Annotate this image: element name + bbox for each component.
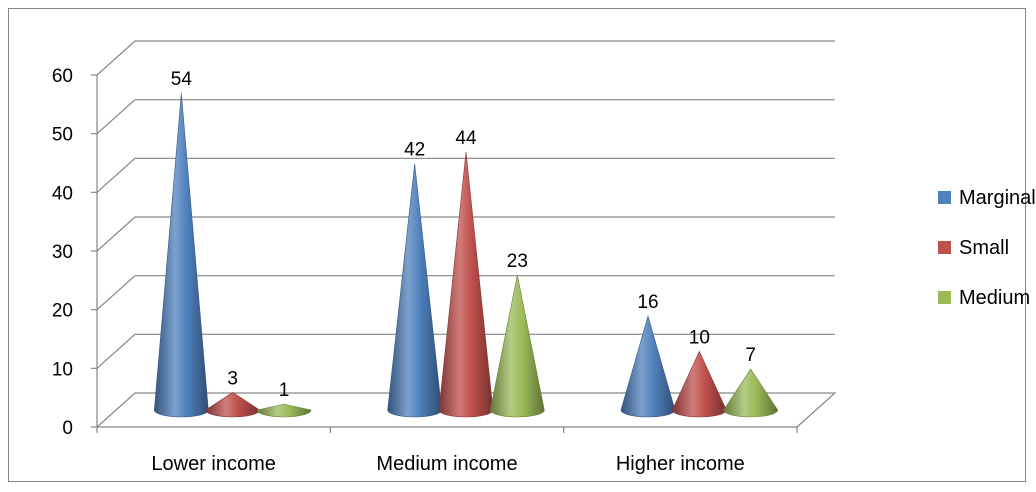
axes bbox=[91, 74, 798, 433]
side-gridline bbox=[96, 157, 136, 193]
cone-medium-2 bbox=[723, 368, 778, 418]
cone-shape bbox=[672, 350, 727, 418]
category-label: Higher income bbox=[616, 453, 745, 475]
legend-label: Medium bbox=[959, 287, 1030, 309]
legend: Marginal Small Medium bbox=[938, 187, 1036, 309]
y-tick-label: 40 bbox=[52, 183, 73, 204]
data-label: 42 bbox=[404, 140, 425, 161]
data-label: 3 bbox=[227, 368, 238, 389]
cone-shape bbox=[387, 163, 442, 418]
side-gridline bbox=[96, 275, 136, 311]
gridlines bbox=[96, 40, 835, 369]
legend-swatch bbox=[938, 291, 951, 304]
y-tick-label: 0 bbox=[62, 418, 73, 439]
data-cones bbox=[154, 93, 778, 418]
side-gridline bbox=[96, 40, 136, 76]
cone-shape bbox=[620, 315, 676, 418]
cone-shape bbox=[438, 151, 494, 418]
y-tick-label: 20 bbox=[52, 301, 73, 322]
data-label: 54 bbox=[171, 69, 193, 90]
x-axis-categories: Lower income Medium income Higher income bbox=[151, 453, 744, 475]
cone-small-0 bbox=[205, 392, 260, 418]
category-label: Medium income bbox=[376, 453, 517, 475]
legend-item-medium: Medium bbox=[938, 287, 1030, 309]
cone-marginal-2 bbox=[620, 315, 676, 418]
side-gridline bbox=[96, 216, 136, 252]
legend-item-small: Small bbox=[938, 237, 1009, 259]
y-tick-label: 30 bbox=[52, 242, 73, 263]
data-label: 1 bbox=[279, 380, 290, 401]
cone-marginal-0 bbox=[154, 93, 209, 418]
side-gridline bbox=[96, 333, 136, 369]
cone-medium-1 bbox=[490, 275, 545, 418]
data-labels: 54 3 1 42 44 23 16 10 7 bbox=[171, 69, 756, 401]
data-label: 16 bbox=[637, 292, 658, 313]
cone-shape bbox=[205, 392, 260, 418]
cone-shape bbox=[490, 275, 545, 418]
legend-swatch bbox=[938, 191, 951, 204]
data-label: 44 bbox=[455, 128, 477, 149]
data-label: 10 bbox=[689, 327, 710, 348]
cone-small-1 bbox=[438, 151, 494, 418]
cone-shape bbox=[154, 93, 209, 418]
y-axis-ticks: 0 10 20 30 40 50 60 bbox=[52, 66, 73, 439]
legend-item-marginal: Marginal bbox=[938, 187, 1036, 209]
legend-swatch bbox=[938, 241, 951, 254]
cone-small-2 bbox=[672, 350, 727, 418]
cone-shape bbox=[256, 403, 312, 418]
cone-marginal-1 bbox=[387, 163, 442, 418]
side-gridline bbox=[96, 99, 136, 135]
data-label: 7 bbox=[745, 345, 756, 366]
data-label: 23 bbox=[507, 251, 528, 272]
y-tick-label: 10 bbox=[52, 359, 73, 380]
cone-medium-0 bbox=[256, 403, 312, 418]
category-label: Lower income bbox=[151, 453, 276, 475]
y-tick-label: 50 bbox=[52, 125, 73, 146]
legend-label: Marginal bbox=[959, 187, 1036, 209]
y-tick-label: 60 bbox=[52, 66, 73, 87]
cone-shape bbox=[723, 368, 778, 418]
legend-label: Small bbox=[959, 237, 1009, 259]
